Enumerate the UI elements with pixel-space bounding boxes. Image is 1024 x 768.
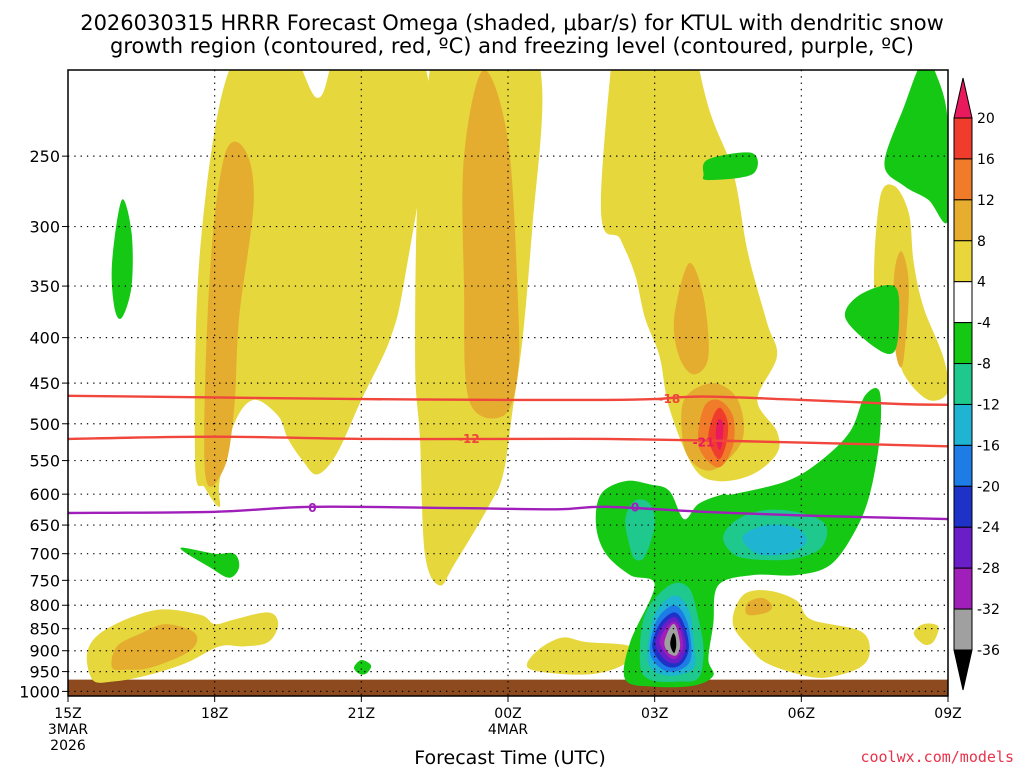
colorbar-label-11: -28 xyxy=(977,561,1000,577)
colorbar-label-8: -16 xyxy=(977,438,1000,454)
colorbar-segment-4 xyxy=(953,240,973,283)
region-down-column-black xyxy=(670,633,677,653)
region-down-small-a xyxy=(111,199,133,320)
y-tick-label-700: 700 xyxy=(29,545,60,564)
y-tick-label-750: 750 xyxy=(29,571,60,590)
region-low-left-orange xyxy=(111,624,198,671)
x-tick-label-03Z: 03Z xyxy=(641,706,668,722)
region-down-small-c xyxy=(844,284,900,355)
colorbar-bottom-triangle xyxy=(953,649,973,691)
region-down-main-teal-a xyxy=(625,499,655,561)
y-tick-label-400: 400 xyxy=(29,329,60,348)
y-tick-label-650: 650 xyxy=(29,516,60,535)
x-tick-label-18Z: 18Z xyxy=(201,706,228,722)
contour-freezing-level-0 xyxy=(68,505,948,521)
y-tick-label-250: 250 xyxy=(29,147,60,166)
colorbar-label-13: -36 xyxy=(977,643,1000,659)
contour-dgz-minus12 xyxy=(68,435,948,448)
region-down-small-d xyxy=(884,70,948,224)
colorbar-segment-2 xyxy=(953,158,973,201)
colorbar-label-2: 12 xyxy=(977,193,995,209)
y-tick-label-850: 850 xyxy=(29,620,60,639)
colorbar-label-6: -8 xyxy=(977,357,991,373)
credit-text: coolwx.com/models xyxy=(860,748,1014,766)
colorbar-segment-3 xyxy=(953,199,973,242)
colorbar-segment-8 xyxy=(953,403,973,446)
colorbar-segment-1 xyxy=(953,117,973,160)
colorbar-segment-11 xyxy=(953,526,973,569)
x-tick-label-06Z: 06Z xyxy=(788,706,815,722)
colorbar-label-0: 20 xyxy=(977,111,995,127)
y-tick-label-350: 350 xyxy=(29,277,60,296)
region-up-c-core4 xyxy=(715,419,724,451)
region-up-c-orange xyxy=(673,262,709,375)
colorbar-segment-7 xyxy=(953,363,973,405)
omega-shaded-regions xyxy=(68,70,948,696)
contour-label-1: -12 xyxy=(458,432,480,446)
colorbar-segment-9 xyxy=(953,444,973,487)
y-tick-label-600: 600 xyxy=(29,485,60,504)
colorbar-label-9: -20 xyxy=(977,479,1000,495)
colorbar-label-5: -4 xyxy=(977,316,991,332)
contour-label-0: -18 xyxy=(658,392,680,406)
colorbar-label-1: 16 xyxy=(977,152,995,168)
region-up-b-orange xyxy=(462,70,520,419)
region-down-small-b xyxy=(702,152,758,181)
x-tick-label-00Z: 00Z xyxy=(494,706,521,722)
y-tick-label-950: 950 xyxy=(29,663,60,682)
y-tick-label-450: 450 xyxy=(29,374,60,393)
region-down-main-cyan-b xyxy=(742,524,807,556)
x-tick-sub2-15Z: 2026 xyxy=(50,738,86,754)
region-up-a-orange xyxy=(204,141,254,487)
colorbar-label-10: -24 xyxy=(977,520,1000,536)
region-low-right-orange xyxy=(745,597,773,616)
colorbar-label-3: 8 xyxy=(977,234,986,250)
y-tick-label-300: 300 xyxy=(29,218,60,237)
x-tick-label-09Z: 09Z xyxy=(934,706,961,722)
contour-label-4: -21 xyxy=(693,436,715,450)
colorbar-label-12: -32 xyxy=(977,602,1000,618)
region-low-farright-yellow xyxy=(913,623,939,645)
pressure-axis: 250 300 350 400 450 500 550 600 650 700 750 800 850 9… xyxy=(19,147,68,701)
region-down-small-e xyxy=(180,547,240,578)
colorbar-segment-6 xyxy=(953,322,973,365)
region-down-small-f xyxy=(353,659,372,675)
contour-labels: -18 -12 0 0 -21 xyxy=(308,392,715,515)
y-tick-label-1000: 1000 xyxy=(19,682,60,701)
colorbar-segment-5 xyxy=(953,281,973,324)
contour-label-2: 0 xyxy=(308,501,316,515)
colorbar-label-4: 4 xyxy=(977,275,986,291)
colorbar-segment-12 xyxy=(953,567,973,610)
colorbar-segment-13 xyxy=(953,608,973,651)
colorbar-label-7: -12 xyxy=(977,397,1000,413)
x-tick-label-21Z: 21Z xyxy=(348,706,375,722)
region-low-mid-yellow xyxy=(526,637,634,675)
y-tick-label-800: 800 xyxy=(29,596,60,615)
y-tick-label-500: 500 xyxy=(29,415,60,434)
contour-label-3: 0 xyxy=(631,500,639,514)
x-axis-label: Forecast Time (UTC) xyxy=(414,747,605,768)
x-tick-sub1-15Z: 3MAR xyxy=(48,722,89,738)
chart-title-line2: growth region (contoured, red, ºC) and f… xyxy=(110,34,914,58)
y-tick-label-900: 900 xyxy=(29,642,60,661)
x-tick-label-15Z: 15Z xyxy=(54,706,81,722)
temperature-contours xyxy=(68,394,948,521)
contour-dgz-minus18 xyxy=(68,394,948,406)
x-tick-sub1-00Z: 4MAR xyxy=(488,722,529,738)
y-tick-label-550: 550 xyxy=(29,452,60,471)
colorbar-segment-10 xyxy=(953,485,973,528)
chart-title-line1: 2026030315 HRRR Forecast Omega (shaded, … xyxy=(80,11,944,35)
omega-colorbar: 20 16 12 8 4 -4 -8 -12 -16 -20 -24 -28 -32 -36 xyxy=(953,77,1000,691)
region-up-d-yellow xyxy=(873,184,948,401)
